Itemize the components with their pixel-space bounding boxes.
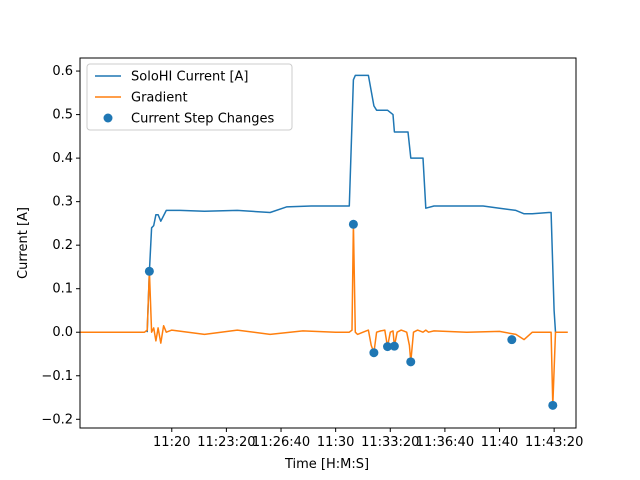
y-tick-label: 0.1 — [52, 282, 73, 297]
axes-frame — [79, 57, 577, 429]
step-change-point — [348, 219, 358, 229]
x-tick-label: 11:30 — [317, 435, 354, 450]
legend-label: Current Step Changes — [131, 112, 274, 127]
y-tick-label: −0.1 — [41, 369, 73, 384]
y-tick-label: 0.0 — [52, 325, 73, 340]
axes: −0.2 −0.1 0.0 0.1 0.2 0.3 0.4 0.5 0.6 11:20 11:23:… — [41, 57, 583, 450]
x-tick-label: 11:40 — [481, 435, 518, 450]
y-tick-label: 0.3 — [52, 195, 73, 210]
step-change-point — [144, 266, 154, 276]
y-axis-label: Current [A] — [16, 207, 31, 279]
series-line-gradient — [80, 222, 568, 407]
y-tick-label: 0.4 — [52, 151, 73, 166]
step-change-point — [406, 357, 416, 367]
plot-area — [80, 74, 568, 410]
x-tick-label: 11:26:40 — [252, 435, 310, 450]
legend-box — [86, 63, 293, 131]
step-change-point — [548, 400, 558, 410]
y-tick-label: 0.5 — [52, 108, 73, 123]
x-tick-label: 11:43:20 — [525, 435, 583, 450]
step-change-point — [383, 342, 393, 352]
step-change-point — [369, 348, 379, 358]
y-tick-label: 0.2 — [52, 238, 73, 253]
series-line-solohi-current — [146, 74, 557, 333]
legend-label: Gradient — [131, 91, 188, 106]
x-tick-label: 11:36:40 — [416, 435, 474, 450]
legend-swatch-marker — [103, 113, 113, 123]
y-tick-label: −0.2 — [41, 412, 73, 427]
x-tick-label: 11:33:20 — [361, 435, 419, 450]
x-tick-label: 11:23:20 — [197, 435, 255, 450]
x-tick-label: 11:20 — [153, 435, 190, 450]
y-tick-label: 0.6 — [52, 64, 73, 79]
legend-label: SoloHI Current [A] — [131, 70, 249, 85]
step-change-point — [507, 335, 517, 345]
x-axis-label: Time [H:M:S] — [284, 457, 369, 472]
legend: SoloHI Current [A] Gradient Current Step C… — [86, 63, 293, 131]
step-change-point — [389, 341, 399, 351]
